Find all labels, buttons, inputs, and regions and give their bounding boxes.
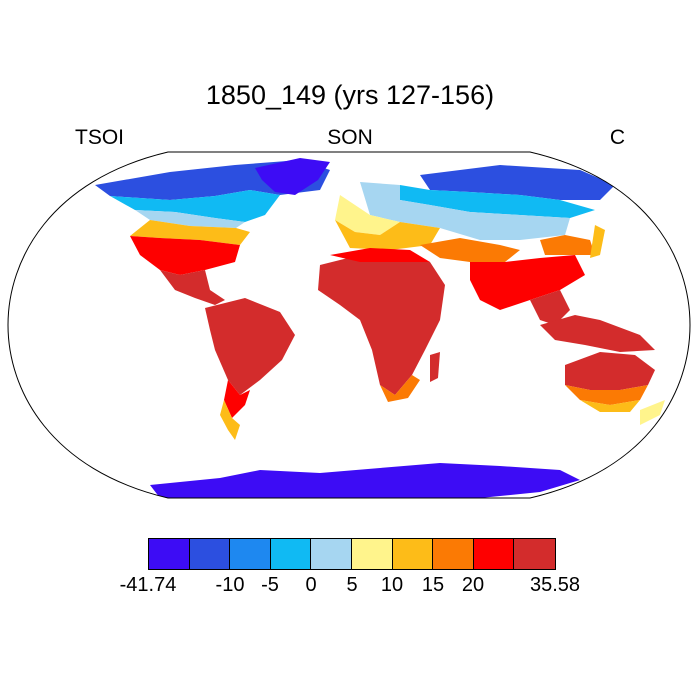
colorbar-bin-8 [433, 539, 474, 569]
colorbar-label: 5 [346, 574, 358, 596]
region-antarctica [150, 463, 580, 498]
region-australia-south [580, 400, 640, 412]
region-japan [590, 225, 605, 258]
region-maritime-se-asia [540, 315, 655, 352]
colorbar-label: 35.58 [529, 574, 581, 596]
region-south-america-hot [205, 298, 295, 395]
region-north-america-warm [130, 236, 240, 275]
region-siberia-cold [420, 165, 615, 200]
colorbar-bin-10 [514, 539, 555, 569]
colorbar-bin-3 [230, 539, 271, 569]
colorbar-label: 0 [305, 574, 317, 596]
colorbar-label: -41.74 [119, 574, 177, 596]
region-east-asia [540, 235, 595, 255]
region-middle-east [420, 238, 520, 262]
colorbar-bin-4 [270, 539, 312, 569]
colorbar-bin-9 [473, 539, 515, 569]
region-africa-north [330, 248, 430, 262]
season-label: SON [327, 126, 373, 149]
colorbar-bin-1 [149, 539, 190, 569]
map-title: 1850_149 (yrs 127-156) [205, 80, 495, 110]
globe-outline [7, 151, 691, 499]
region-europe-south [335, 220, 440, 250]
region-north-america-cool [110, 190, 280, 222]
region-new-zealand [640, 400, 665, 425]
colorbar-label: 20 [461, 574, 485, 596]
colorbar-label: -5 [261, 574, 279, 596]
colorbar-bin-7 [392, 539, 434, 569]
region-australia-hot [565, 352, 655, 390]
region-africa-south [380, 375, 420, 402]
region-indochina [530, 290, 570, 325]
region-europe-temperate [335, 195, 400, 235]
colorbar-bin-5 [311, 539, 352, 569]
region-madagascar [430, 352, 440, 382]
region-south-asia [470, 255, 585, 310]
colorbar-label: -10 [215, 574, 245, 596]
colorbar [148, 538, 556, 570]
colorbar-label: 10 [380, 574, 404, 596]
colorbar-bin-6 [351, 539, 393, 569]
region-central-asia-mild [360, 182, 570, 240]
region-north-asia-cool [400, 185, 595, 218]
region-south-america-warm [224, 380, 250, 418]
colorbar-label: 15 [421, 574, 445, 596]
region-central-america [160, 270, 225, 305]
units-label: C [609, 126, 625, 149]
region-greenland [255, 158, 330, 195]
region-south-america-south [220, 400, 240, 440]
variable-label: TSOI [75, 126, 125, 149]
region-africa-hot [318, 255, 445, 395]
region-north-america-mild [135, 210, 245, 228]
colorbar-bin-2 [189, 539, 231, 569]
region-australia-warm [565, 385, 648, 405]
region-north-america-temperate [130, 220, 250, 245]
